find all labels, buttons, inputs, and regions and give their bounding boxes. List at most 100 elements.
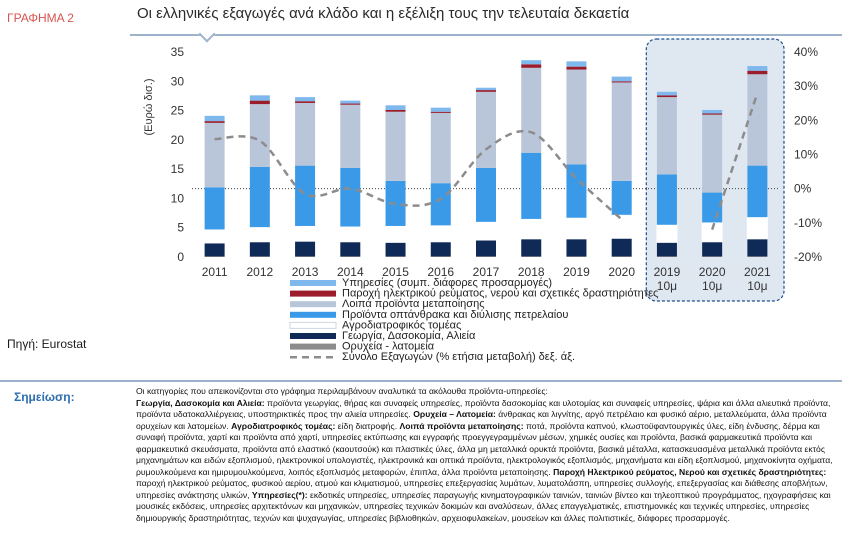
legend-label: Γεωργία, Δασοκομία, Αλιεία (342, 330, 476, 342)
bar-segment (702, 114, 723, 193)
bar-segment (249, 256, 270, 257)
bar-segment (340, 167, 361, 227)
note-body: Οι κατηγορίες που απεικονίζονται στο γρά… (136, 386, 836, 524)
chart-area: 0 5 10 15 20 25 30 35 -20% -10% 0% 10% 20% 30% 40% (Ευρ… (130, 38, 842, 380)
note-text: είδη διατροφής. (335, 420, 398, 431)
bar-segment (249, 226, 271, 243)
y-tick-label: 35 (171, 45, 185, 59)
bar-segment (340, 104, 361, 168)
bar-segment (430, 111, 451, 113)
total-exports-line (710, 92, 759, 231)
bar-segment (656, 174, 677, 225)
legend-swatch (290, 311, 336, 318)
note-bold: Γεωργία, Δασοκομία και Αλιεία: (136, 397, 265, 408)
y2-tick-label: 40% (794, 45, 818, 59)
bar-segment (295, 256, 316, 257)
x-tick-label: 2012 (246, 265, 273, 279)
note-bold: Παροχή Ηλεκτρικού ρεύματος, Νερού και σχ… (553, 466, 827, 477)
title-bar: Οι ελληνικές εξαγωγές ανά κλάδο και η εξ… (130, 0, 842, 36)
total-exports-line (214, 129, 623, 221)
note-bold: Αγροδιατροφικός τομέας: (231, 420, 336, 431)
x-tick-label: 2015 (382, 265, 409, 279)
legend-swatch (290, 301, 336, 308)
legend-swatch (290, 343, 336, 350)
bar-segment (520, 218, 542, 240)
legend-swatch (289, 321, 337, 329)
y-tick-label: 15 (171, 162, 185, 176)
y2-tick-label: 10% (794, 148, 818, 162)
bar-segment (702, 241, 723, 257)
note-text: ποτά, προϊόντα καπνού, κλωστοϋφαντουργικ… (136, 420, 833, 477)
legend-label: Αγροδιατροφικός τομέας (342, 319, 461, 331)
bar-segment (656, 242, 677, 257)
bar-segment (476, 256, 496, 257)
bar-segment (611, 82, 632, 181)
x-tick-sublabel: 10μ (747, 279, 767, 293)
bar-segment (249, 166, 270, 228)
bar-segment (747, 256, 768, 257)
y-tick-label: 20 (171, 133, 185, 147)
bar-segment (701, 221, 723, 243)
chart-title: Οι ελληνικές εξαγωγές ανά κλάδο και η εξ… (137, 5, 630, 22)
bar-segment (611, 81, 632, 83)
x-tick-label: 2019 (654, 265, 681, 279)
y-axis-label: (Ευρώ δισ.) (143, 79, 155, 136)
y2-tick-label: 30% (794, 79, 818, 93)
bar-segment (476, 91, 496, 168)
legend-label: Λοιπά προϊόντα μεταποίησης (342, 298, 485, 310)
bar-segment (204, 121, 225, 123)
bar-segment (566, 256, 587, 257)
bar-segment (204, 256, 225, 257)
bar-segment (385, 242, 406, 257)
bar-segment (340, 241, 361, 257)
x-tick-label: 2018 (518, 265, 545, 279)
y-tick-label: 25 (171, 104, 185, 118)
bar-segment (566, 61, 587, 67)
bar-segment (746, 216, 768, 240)
bar-segment (385, 225, 407, 243)
note-text: προϊόντα γεωργίας, θήρας και συναφείς υπ… (136, 397, 831, 420)
bar-segment (385, 109, 406, 112)
note-text: παροχή ηλεκτρικού ρεύματος, φυσικού αερί… (136, 478, 828, 500)
bar-segment (249, 100, 270, 105)
bar-segment (430, 183, 451, 226)
y2-tick-label: 0% (794, 182, 812, 196)
x-tick-label: 2020 (608, 265, 635, 279)
bar-segment (476, 90, 496, 92)
bar-segment (385, 256, 406, 257)
bar-segment (521, 67, 542, 153)
bar-segment (611, 238, 632, 257)
bar-segment (295, 97, 316, 102)
bar-segment (204, 115, 225, 122)
bar-segment (521, 60, 542, 65)
bar-segment (702, 192, 723, 223)
note-text: εκδοτικές υπηρεσίες, υπηρεσίες παραγωγής… (136, 489, 831, 523)
legend-label: Παροχή ηλεκτρικού ρεύματος, νερού και σχ… (342, 288, 658, 300)
x-tick-label: 2011 (202, 265, 228, 279)
bar-segment (747, 74, 768, 166)
left-column: ΓΡΑΦΗΜΑ 2 Πηγή: Eurostat (0, 0, 128, 552)
chart-svg: 0 5 10 15 20 25 30 35 -20% -10% 0% 10% 20% 30% 40% (Ευρ… (143, 38, 822, 363)
bar-segment (611, 180, 632, 215)
x-tick-label: 2014 (337, 265, 364, 279)
bar-segment (521, 64, 542, 68)
x-tick-label: 2019 (563, 265, 590, 279)
note-heading: Σημείωση: (14, 390, 75, 404)
y2-tick-label: -10% (794, 216, 822, 230)
bar-segment (295, 101, 316, 103)
bar-segment (702, 109, 723, 114)
x-tick-label: 2017 (473, 265, 500, 279)
bar-segment (430, 224, 452, 243)
bar-segment (656, 91, 677, 96)
bar-segment (702, 256, 723, 257)
note-text: άνθρακας και λιγνίτης, αργό πετρέλαιο κα… (136, 409, 827, 431)
y-tick-label: 30 (171, 74, 185, 88)
legend-label: Υπηρεσίες (συμπ. διάφορες προσαρμογές) (342, 277, 552, 289)
legend-swatch (290, 280, 336, 286)
legend-label: Σύνολο Εξαγωγών (% ετήσια μεταβολή) δεξ.… (342, 351, 575, 363)
bar-segment (340, 100, 361, 104)
bar-segment (565, 217, 587, 240)
bar-segment (656, 224, 678, 243)
bar-segment (475, 221, 497, 241)
bar-segment (656, 95, 677, 98)
